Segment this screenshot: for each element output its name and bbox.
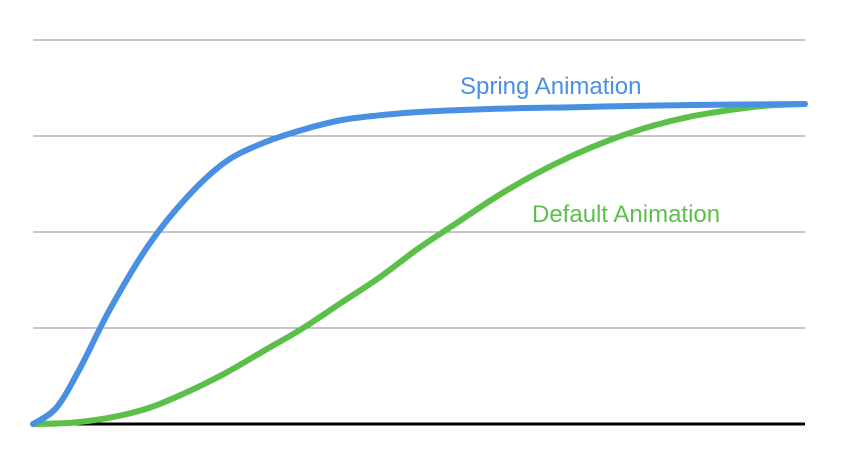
default-animation-curve: [30, 101, 808, 427]
default-animation-label: Default Animation: [532, 201, 720, 228]
gridlines: [33, 39, 805, 426]
series-curves: [30, 101, 808, 427]
spring-animation-label: Spring Animation: [460, 73, 641, 100]
series-labels: Spring Animation Default Animation: [460, 73, 720, 228]
spring-animation-curve: [30, 101, 808, 427]
